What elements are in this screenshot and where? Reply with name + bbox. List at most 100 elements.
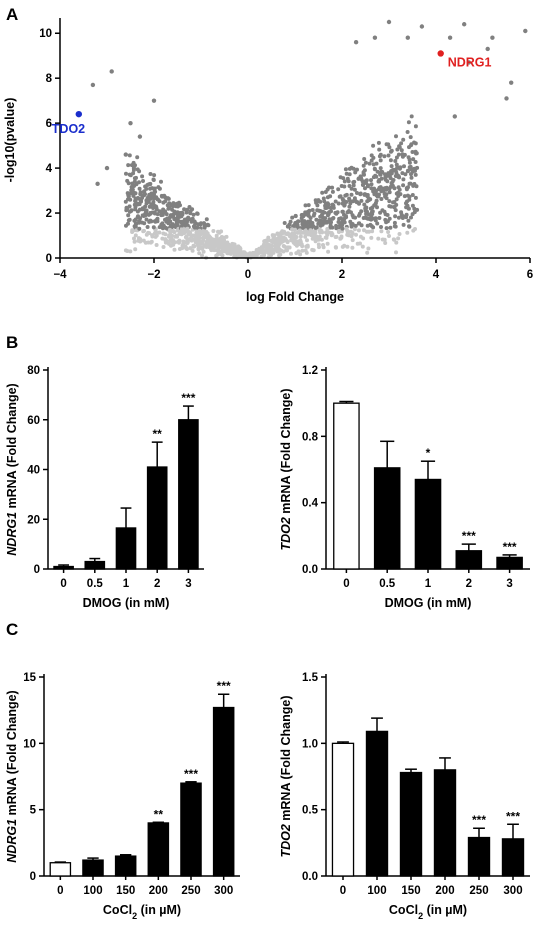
x-tick-label: 300 [214,885,233,897]
x-axis-label: DMOG (in mM) [83,596,170,610]
volcano-point [392,220,397,225]
volcano-point [308,228,313,233]
bar [414,478,442,570]
volcano-point [397,145,402,150]
volcano-point [220,253,225,258]
volcano-point [358,241,362,246]
volcano-point [126,213,131,218]
volcano-point [280,231,285,236]
volcano-point [407,160,412,165]
x-tick-label: 0 [343,578,349,590]
significance-label: *** [184,767,198,781]
volcano-point [200,245,205,250]
volcano-point [340,209,345,214]
volcano-point [226,248,230,253]
volcano-point [298,234,303,239]
volcano-point [362,157,367,161]
volcano-point [148,218,153,223]
volcano-point [394,155,399,160]
volcano-point [216,249,221,254]
volcano-point [373,216,378,221]
volcano-point [214,233,219,238]
volcano-point [352,179,357,184]
volcano-point [404,212,409,217]
volcano-point [325,227,330,231]
y-tick-label: 0.0 [302,871,318,883]
bar-chart-dmog-ndrg1: 0 20 40 60 80 0 0.5 1 2 ** 3 *** DMOG (in mM) NDRG1 m… [5,365,204,610]
x-axis-label: CoCl2 (in µM) [103,903,181,921]
volcano-point [379,225,383,229]
volcano-point [264,248,269,253]
volcano-point [400,216,405,220]
volcano-point [174,219,179,224]
volcano-point [157,209,162,214]
volcano-point [160,194,165,199]
volcano-point [313,230,318,235]
volcano-point [355,167,359,172]
volcano-point [407,181,412,186]
volcano-point [148,211,153,216]
volcano-point [128,191,133,196]
volcano-outlier-point [419,24,425,29]
volcano-point [287,234,292,239]
volcano-outlier-points [90,19,528,187]
volcano-point [381,186,386,191]
volcano-point [154,204,158,209]
volcano-point [388,225,393,230]
volcano-point [215,252,220,257]
volcano-point [290,227,295,232]
y-tick-label: 0 [34,564,40,576]
volcano-point [405,130,410,134]
volcano-point [378,185,383,190]
volcano-point [163,199,168,204]
volcano-point [396,190,400,195]
volcano-point [394,170,399,175]
volcano-point [201,231,206,236]
volcano-point [185,229,190,233]
volcano-point [163,237,168,242]
volcano-point [180,243,185,248]
volcano-point [334,245,338,250]
volcano-point [298,252,303,257]
volcano-point [411,228,416,233]
significance-label: * [426,446,431,460]
volcano-point [320,230,325,235]
y-tick-label: 0.0 [302,564,318,576]
volcano-point [387,234,391,238]
volcano-point [336,187,341,192]
volcano-point [188,209,193,214]
volcano-label-ndrg1: NDRG1 [448,55,492,69]
x-tick-label: 1 [425,578,432,590]
volcano-outlier-point [466,60,472,65]
volcano-axes: 0 2 4 6 8 10 −4 −2 0 2 4 6 log Fold Change -log10(pva… [3,18,533,304]
volcano-point [361,236,366,241]
volcano-point [388,158,393,163]
volcano-point [399,148,404,153]
volcano-point [300,248,305,253]
volcano-x-tick-label: 4 [433,269,440,281]
bar [333,402,360,570]
volcano-point [190,248,195,253]
y-tick-label: 60 [27,415,40,427]
volcano-point [151,200,156,204]
volcano-point [393,174,398,178]
volcano-outlier-point [485,46,490,52]
volcano-point [397,187,402,192]
y-tick-label: 0.5 [302,805,319,817]
volcano-point [259,245,264,250]
volcano-point [365,199,370,204]
bar-chart-cocl2-tdo2: 0.0 0.5 1.0 1.5 0 100 150 200 250 *** 300 *** CoCl2 … [279,672,530,921]
volcano-point [175,204,180,209]
bar [53,565,74,570]
volcano-point [274,248,279,253]
x-axis-label: DMOG (in mM) [385,596,472,610]
volcano-point [320,215,325,220]
volcano-point [312,211,317,216]
volcano-point [296,219,301,224]
volcano-point [399,210,404,215]
volcano-point [340,226,345,231]
volcano-point [340,244,345,249]
volcano-outlier-point [504,96,509,101]
volcano-label-tdo2: TDO2 [52,122,85,136]
volcano-point [362,228,366,233]
